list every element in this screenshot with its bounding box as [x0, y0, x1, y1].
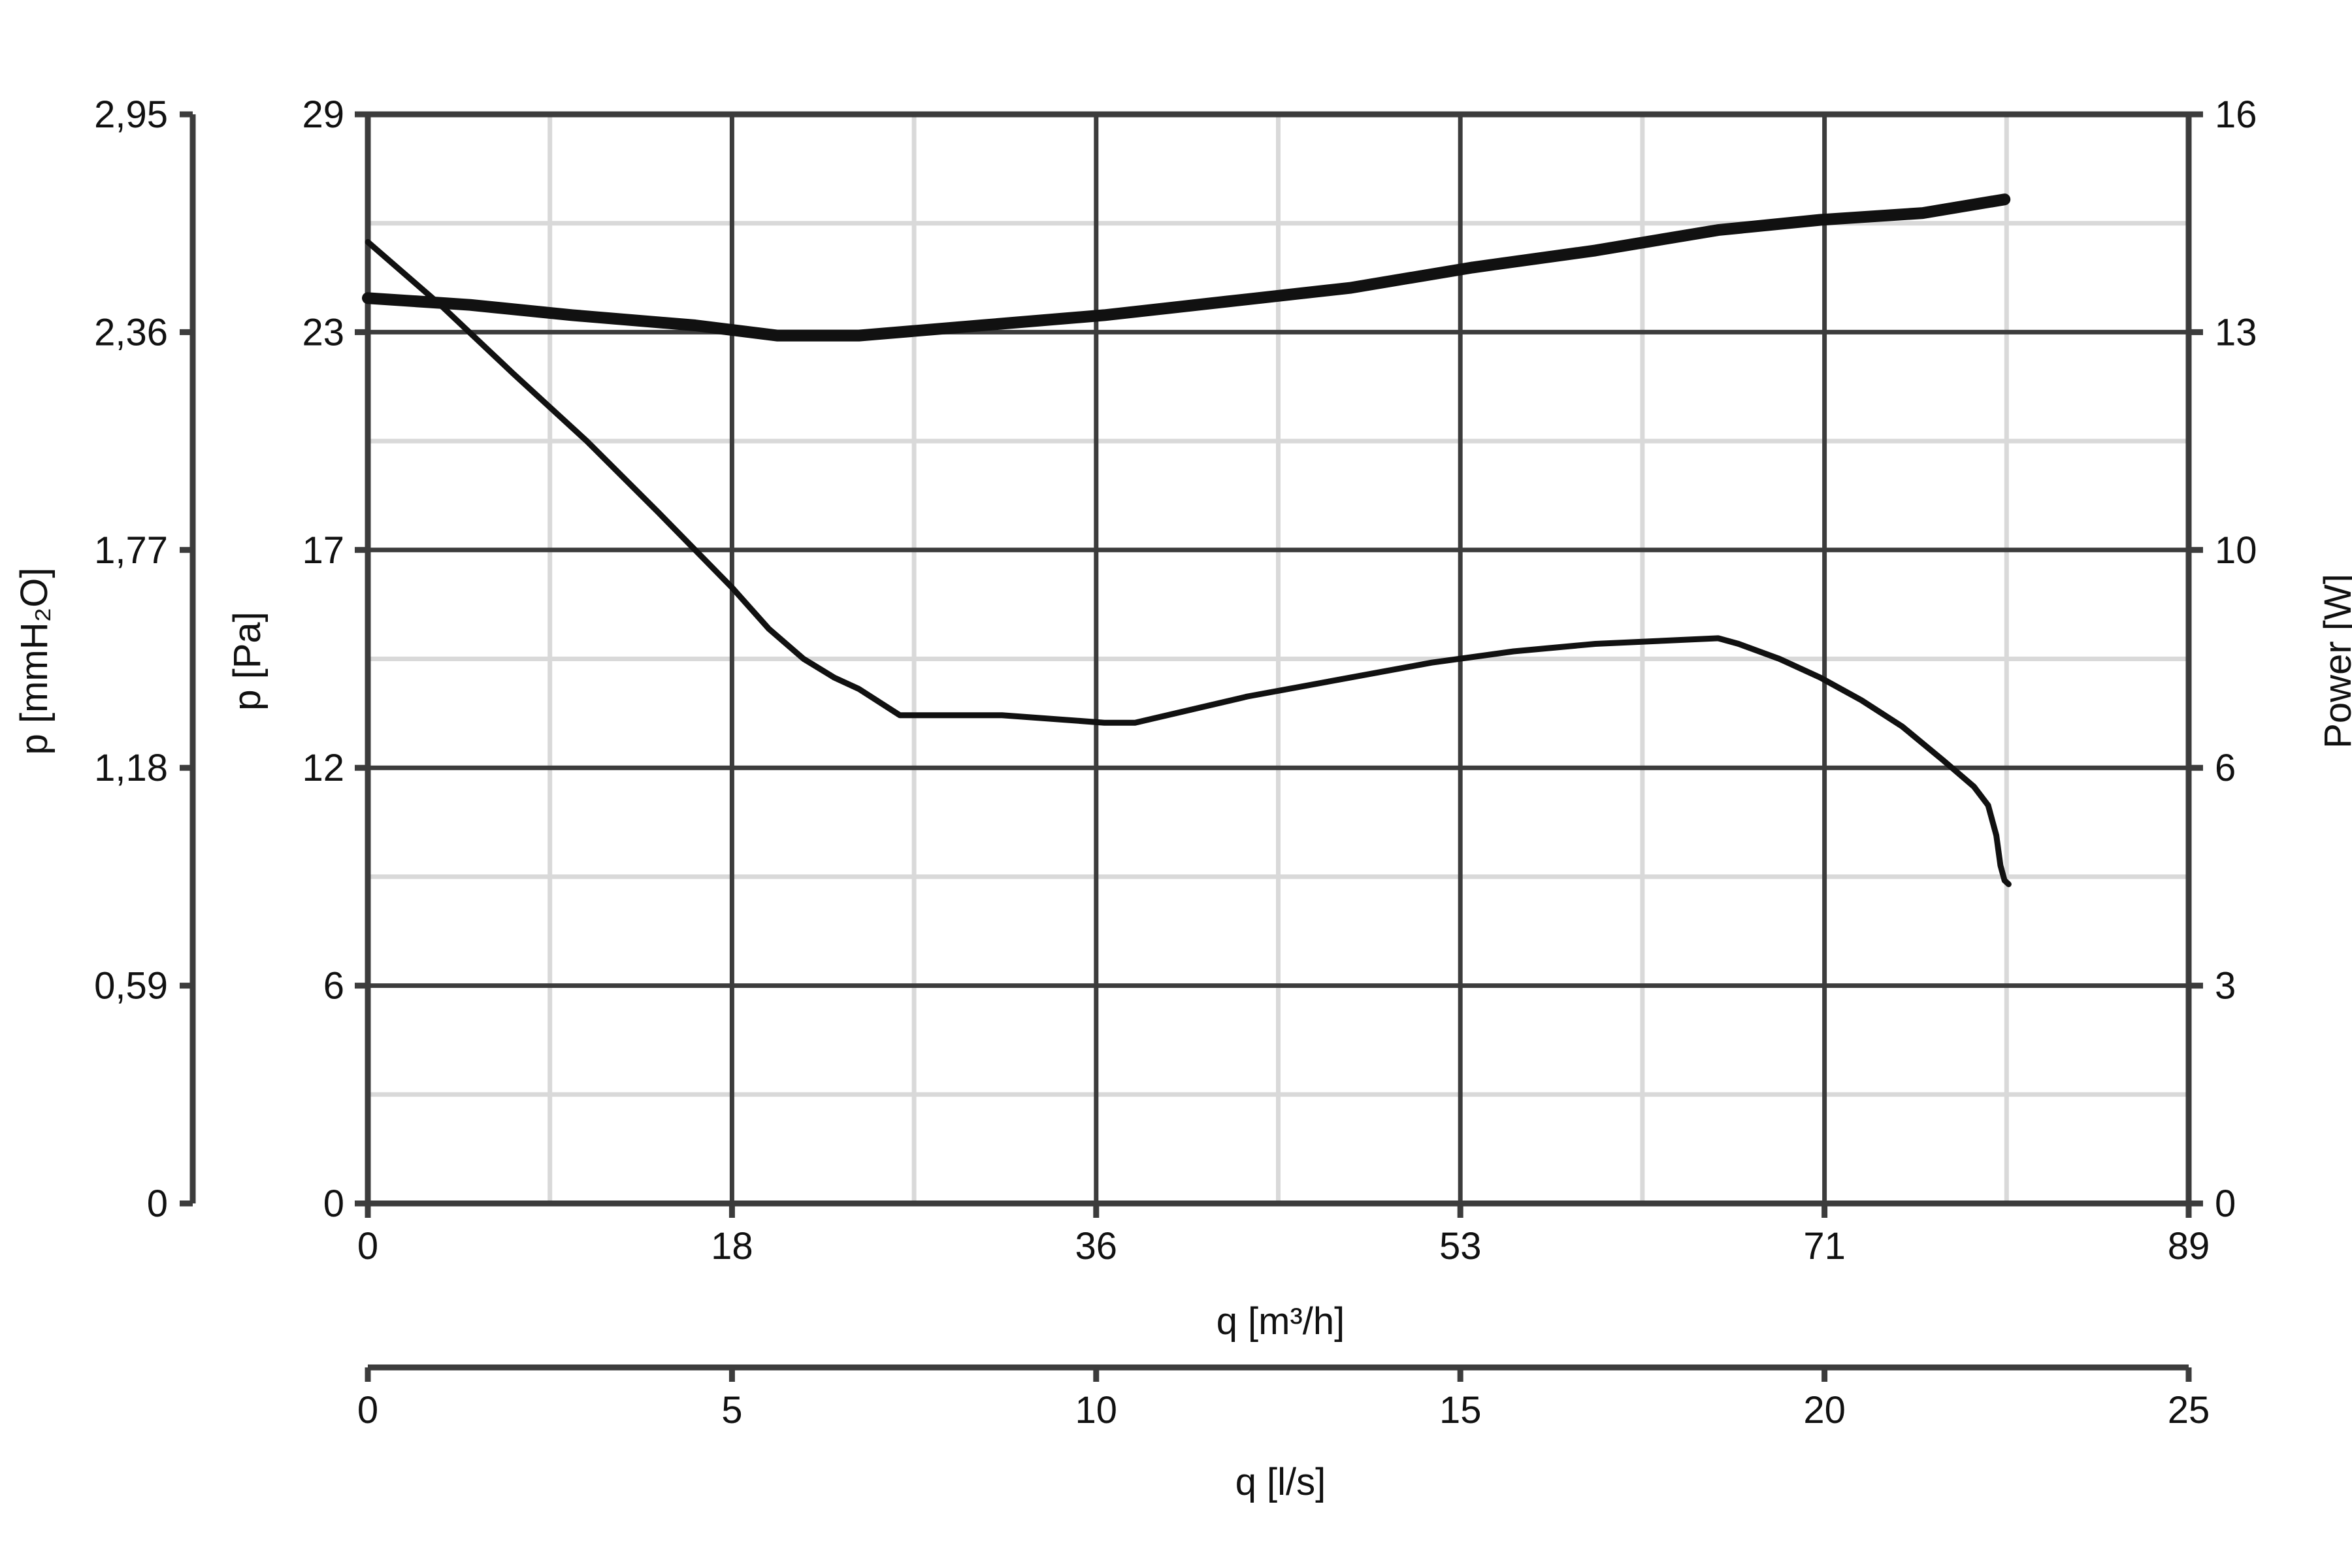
tick-label-m3h: 36 [1075, 1225, 1118, 1267]
tick-label-power: 10 [2215, 529, 2257, 572]
tick-label-mmh2o: 2,95 [94, 93, 168, 136]
y-axis-title-mmh2o: p [mmH₂O] [13, 568, 56, 755]
data-series [362, 193, 2012, 887]
x-axis-title-m3h: q [m³/h] [1217, 1300, 1345, 1343]
tick-label-ls: 0 [357, 1389, 378, 1431]
tick-label-pa: 6 [323, 965, 344, 1007]
tick-label-m3h: 53 [1439, 1225, 1482, 1267]
tick-label-ls: 20 [1803, 1389, 1846, 1431]
tick-label-ls: 15 [1439, 1389, 1482, 1431]
tick-label-m3h: 18 [711, 1225, 753, 1267]
tick-label-ls: 25 [2168, 1389, 2210, 1431]
pressure-curve [365, 238, 2012, 887]
tick-label-ls: 10 [1075, 1389, 1118, 1431]
tick-label-power: 0 [2215, 1183, 2236, 1225]
tick-label-mmh2o: 2,36 [94, 311, 168, 353]
tick-label-pa: 23 [302, 311, 344, 353]
tick-label-mmh2o: 1,18 [94, 747, 168, 789]
tick-label-m3h: 89 [2168, 1225, 2210, 1267]
tick-label-pa: 17 [302, 529, 344, 572]
tick-label-power: 16 [2215, 93, 2257, 136]
tick-label-pa: 29 [302, 93, 344, 136]
tick-label-ls: 5 [721, 1389, 742, 1431]
tick-label-mmh2o: 0 [147, 1183, 168, 1225]
tick-label-m3h: 0 [357, 1225, 378, 1267]
tick-label-power: 3 [2215, 965, 2236, 1007]
tick-label-mmh2o: 1,77 [94, 529, 168, 572]
y-axis-title-pa: p [Pa] [226, 612, 269, 711]
tick-label-power: 13 [2215, 311, 2257, 353]
power-curve [362, 193, 2011, 342]
tick-label-pa: 12 [302, 747, 344, 789]
tick-label-mmh2o: 0,59 [94, 965, 168, 1007]
y-axis-title-power: Power [W] [2317, 574, 2352, 749]
tick-labels: 00,591,181,772,362,950612172329036101316… [94, 93, 2257, 1431]
tick-label-m3h: 71 [1803, 1225, 1846, 1267]
x-axis-title-ls: q [l/s] [1235, 1461, 1326, 1503]
grid-minor [368, 114, 2189, 1203]
tick-label-pa: 0 [323, 1183, 344, 1225]
tick-label-power: 6 [2215, 747, 2236, 789]
